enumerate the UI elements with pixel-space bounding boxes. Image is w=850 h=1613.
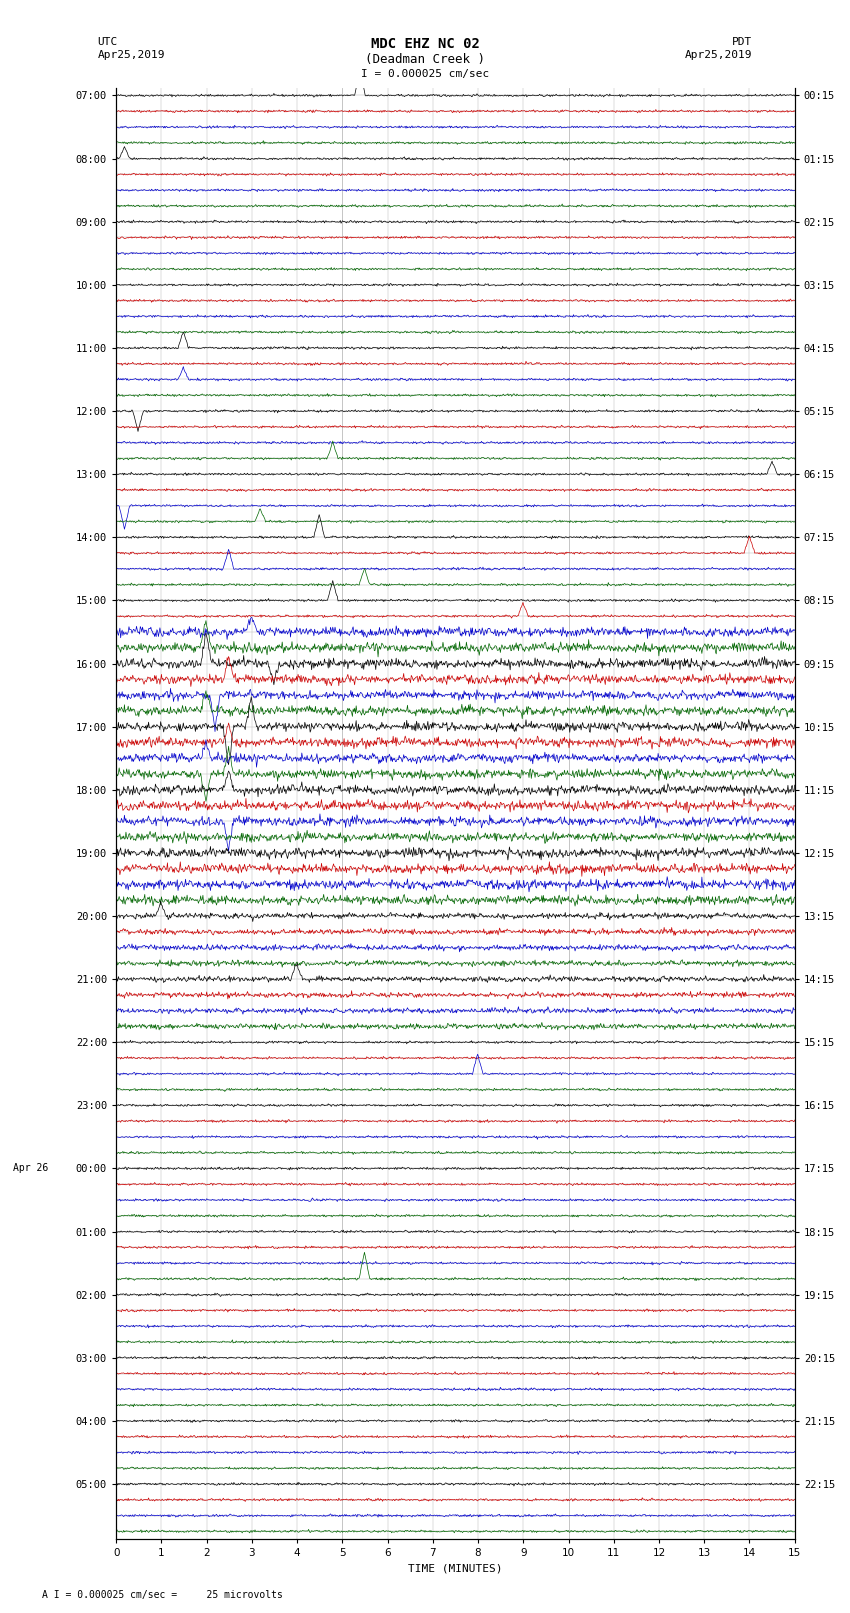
Text: I = 0.000025 cm/sec: I = 0.000025 cm/sec (361, 69, 489, 79)
Text: PDT: PDT (732, 37, 752, 47)
Text: MDC EHZ NC 02: MDC EHZ NC 02 (371, 37, 479, 52)
Text: Apr25,2019: Apr25,2019 (685, 50, 752, 60)
Text: Apr 26: Apr 26 (13, 1163, 48, 1173)
Text: UTC: UTC (98, 37, 118, 47)
Text: Apr25,2019: Apr25,2019 (98, 50, 165, 60)
Text: (Deadman Creek ): (Deadman Creek ) (365, 53, 485, 66)
X-axis label: TIME (MINUTES): TIME (MINUTES) (408, 1565, 502, 1574)
Text: A I = 0.000025 cm/sec =     25 microvolts: A I = 0.000025 cm/sec = 25 microvolts (42, 1590, 283, 1600)
